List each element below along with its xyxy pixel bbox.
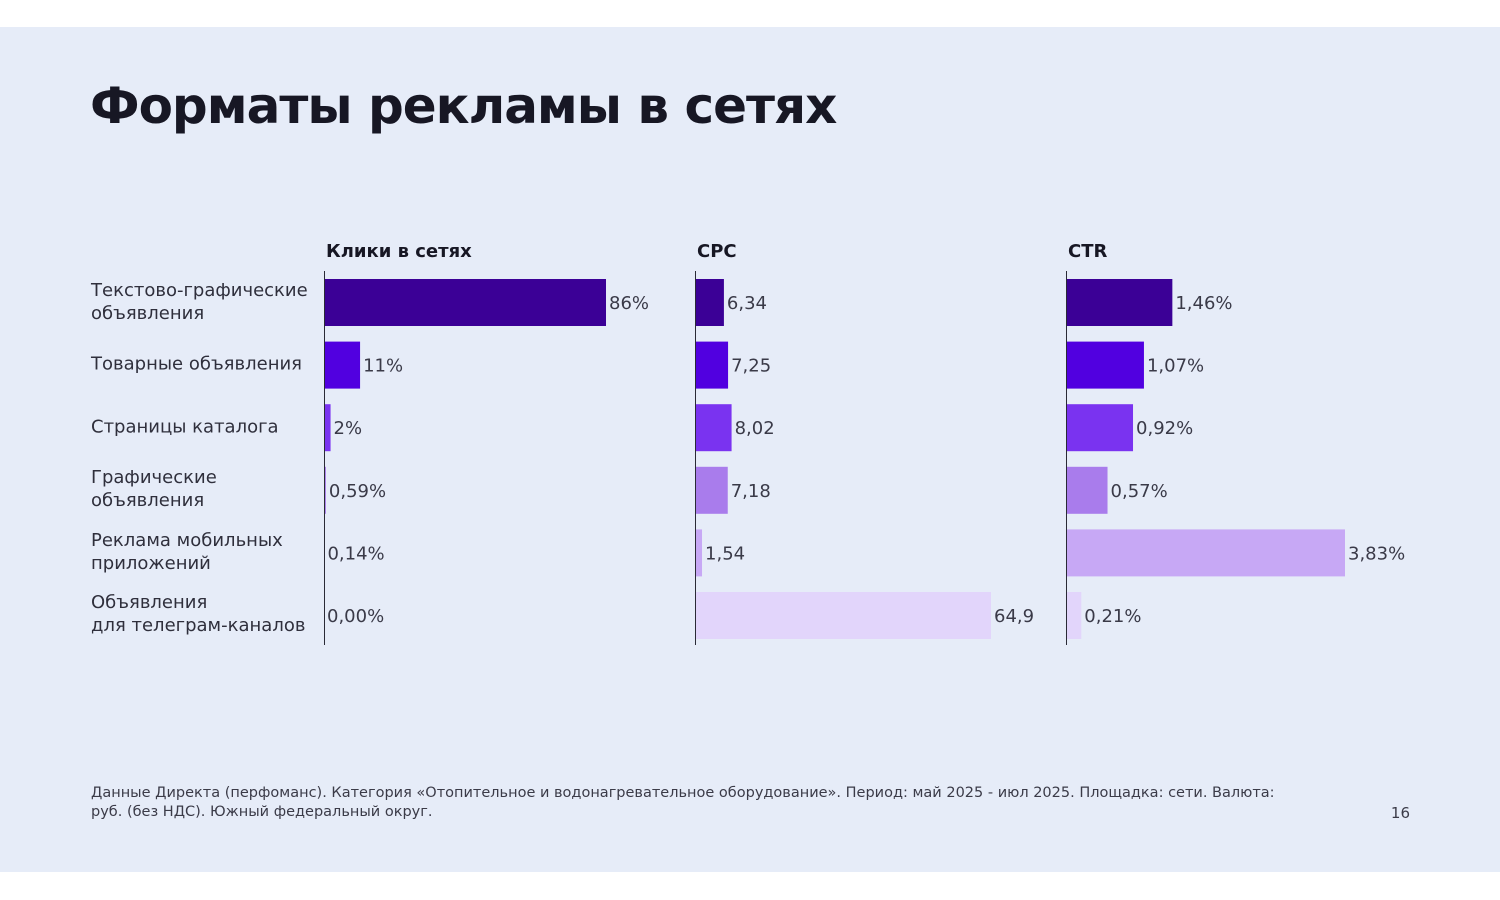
bar-1-0 (695, 279, 724, 326)
data-label-1-4: 1,54 (705, 543, 745, 564)
data-label-0-2: 2% (334, 418, 363, 439)
data-label-0-4: 0,14% (327, 543, 384, 564)
bar-2-2 (1066, 404, 1134, 452)
bar-1-2 (695, 404, 732, 452)
data-label-2-0: 1,46% (1175, 293, 1232, 314)
bar-2-3 (1066, 466, 1108, 514)
bar-0-0 (324, 279, 606, 326)
row-label-text-graphic: Текстово-графические объявления (91, 280, 308, 324)
bar-2-0 (1066, 279, 1173, 326)
data-label-0-5: 0,00% (327, 606, 384, 627)
bar-1-1 (695, 341, 729, 389)
data-label-2-3: 0,57% (1111, 481, 1168, 502)
panel-title-cpc: CPC (697, 241, 737, 262)
bar-1-5 (695, 592, 991, 639)
slide: Форматы рекламы в сетях Текстово-графиче… (0, 27, 1500, 872)
data-label-1-3: 7,18 (731, 481, 771, 502)
bar-chart: 86% 11% 2% 0,59% 0,14% 0,00% 6,34 7,25 8,02 7,18 1… (324, 271, 1405, 645)
data-label-2-4: 3,83% (1348, 543, 1405, 564)
data-label-1-2: 8,02 (735, 418, 775, 439)
panel-2: 1,46% 1,07% 0,92% 0,57% 3,83% 0,21% (1066, 271, 1405, 645)
data-label-0-3: 0,59% (329, 481, 386, 502)
footnote: Данные Директа (перфоманс). Категория «О… (91, 785, 1275, 820)
data-label-2-5: 0,21% (1084, 606, 1141, 627)
bar-0-2 (324, 404, 331, 452)
bar-2-4 (1066, 529, 1345, 577)
page-title: Форматы рекламы в сетях (90, 77, 837, 135)
bar-1-4 (695, 529, 703, 577)
data-label-1-5: 64,9 (994, 606, 1034, 627)
row-label-product: Товарные объявления (91, 353, 302, 375)
data-label-2-1: 1,07% (1147, 356, 1204, 377)
bar-1-3 (695, 466, 728, 514)
bar-2-5 (1066, 592, 1082, 639)
data-label-1-0: 6,34 (727, 293, 767, 314)
page-number: 16 (1390, 804, 1410, 822)
row-label-catalog: Страницы каталога (91, 416, 279, 438)
data-label-2-2: 0,92% (1136, 418, 1193, 439)
data-label-0-0: 86% (609, 293, 649, 314)
panel-title-clicks: Клики в сетях (326, 241, 472, 262)
row-label-mobile-apps: Реклама мобильных приложений (91, 530, 283, 574)
panel-0: 86% 11% 2% 0,59% 0,14% 0,00% (324, 271, 649, 645)
data-label-0-1: 11% (363, 356, 403, 377)
bar-0-1 (324, 341, 361, 389)
row-label-telegram: Объявления для телеграм-каналов (91, 592, 306, 636)
panel-1: 6,34 7,25 8,02 7,18 1,54 64,9 (695, 271, 1034, 645)
row-label-graphic: Графические объявления (91, 467, 217, 511)
panel-title-ctr: CTR (1068, 241, 1108, 262)
data-label-1-1: 7,25 (731, 356, 771, 377)
bar-2-1 (1066, 341, 1144, 389)
